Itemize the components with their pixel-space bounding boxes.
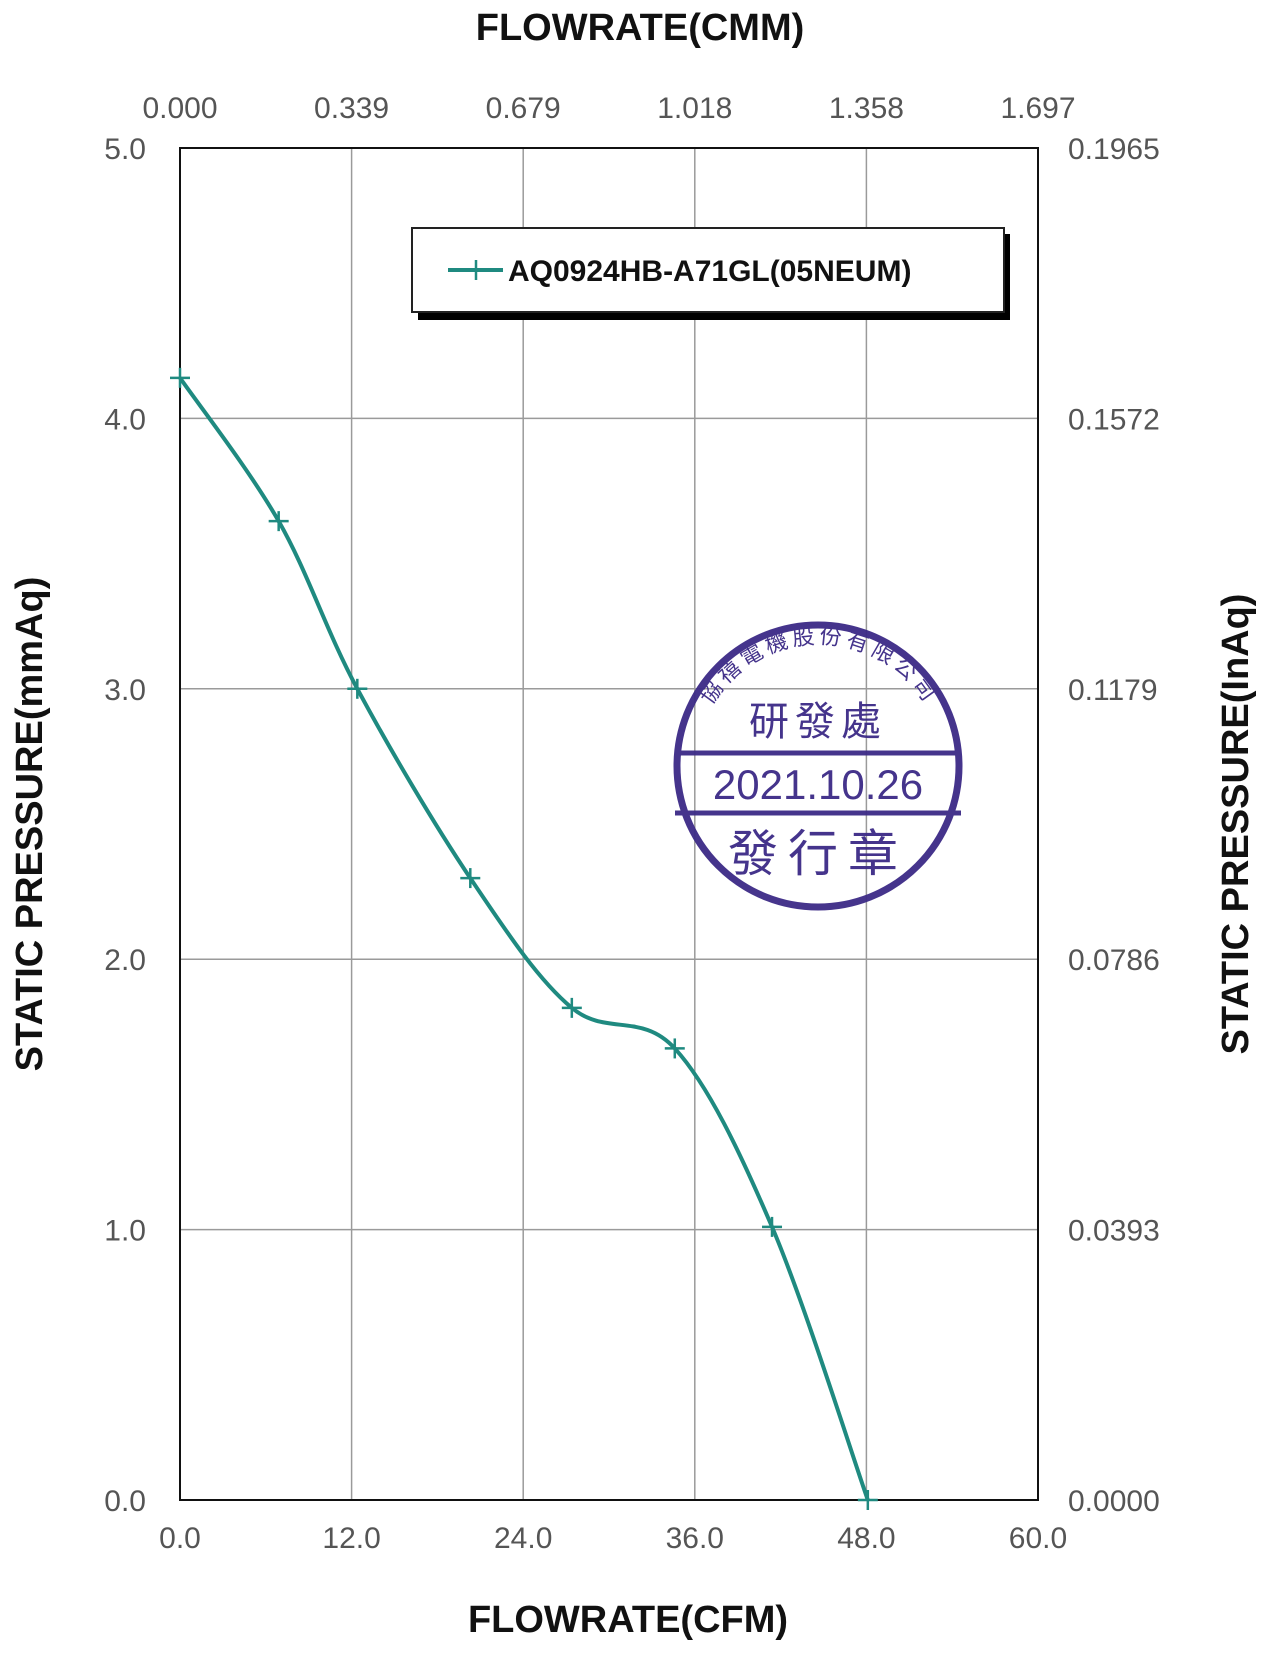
- data-point-marker: [762, 1216, 783, 1237]
- top-tick-label: 0.679: [486, 92, 561, 125]
- left-tick-labels: 0.0 1.0 2.0 3.0 4.0 5.0: [104, 133, 146, 1518]
- bottom-tick-label: 36.0: [666, 1522, 724, 1555]
- right-tick-label: 0.1572: [1068, 403, 1160, 436]
- left-tick-label: 0.0: [104, 1485, 146, 1518]
- series-layer: [170, 367, 878, 1510]
- plot-frame: [179, 147, 1039, 1501]
- legend-label: AQ0924HB-A71GL(05NEUM): [508, 255, 911, 288]
- left-tick-label: 2.0: [104, 944, 146, 977]
- stamp-type: 發行章: [728, 825, 908, 883]
- bottom-tick-label: 48.0: [837, 1522, 895, 1555]
- right-tick-label: 0.0786: [1068, 944, 1160, 977]
- left-tick-label: 4.0: [104, 403, 146, 436]
- top-axis-title: FLOWRATE(CMM): [476, 7, 805, 49]
- stamp-date: 2021.10.26: [713, 761, 923, 808]
- bottom-tick-label: 24.0: [494, 1522, 552, 1555]
- left-axis-title: STATIC PRESSURE(mmAq): [9, 577, 51, 1072]
- left-tick-label: 1.0: [104, 1215, 146, 1248]
- bottom-tick-label: 0.0: [159, 1522, 201, 1555]
- bottom-axis-title: FLOWRATE(CFM): [468, 1599, 788, 1641]
- top-tick-label: 1.018: [657, 92, 732, 125]
- right-tick-label: 0.0000: [1068, 1485, 1160, 1518]
- legend-marker: [466, 260, 486, 280]
- legend: AQ0924HB-A71GL(05NEUM): [411, 227, 1010, 320]
- bottom-tick-label: 60.0: [1009, 1522, 1067, 1555]
- series-markers: [170, 367, 878, 1510]
- top-tick-labels: 0.000 0.339 0.679 1.018 1.358 1.697: [142, 92, 1075, 125]
- data-point-marker: [170, 367, 190, 388]
- stamp-department: 研發處: [749, 699, 887, 745]
- top-tick-label: 0.000: [142, 92, 217, 125]
- legend-box: [411, 227, 1005, 313]
- left-tick-label: 5.0: [104, 133, 146, 166]
- right-tick-labels: 0.0000 0.0393 0.0786 0.1179 0.1572 0.1965: [1068, 133, 1160, 1518]
- left-tick-label: 3.0: [104, 674, 146, 707]
- data-point-marker: [268, 511, 289, 532]
- right-axis-title: STATIC PRESSURE(InAq): [1215, 594, 1257, 1055]
- right-tick-label: 0.0393: [1068, 1215, 1160, 1248]
- stamp-outer-ring: [673, 621, 963, 911]
- bottom-tick-label: 12.0: [322, 1522, 380, 1555]
- right-tick-label: 0.1179: [1068, 674, 1158, 707]
- right-tick-label: 0.1965: [1068, 133, 1160, 166]
- data-point-marker: [857, 1490, 878, 1510]
- grid-lines: [180, 148, 1038, 1500]
- data-point-marker: [664, 1038, 685, 1059]
- data-point-marker: [460, 868, 481, 889]
- bottom-tick-labels: 0.0 12.0 24.0 36.0 48.0 60.0: [159, 1522, 1067, 1555]
- top-tick-label: 0.339: [314, 92, 389, 125]
- approval-stamp: 協禧電機股份有限公司 研發處 2021.10.26 發行章: [673, 621, 963, 911]
- top-tick-label: 1.697: [1000, 92, 1075, 125]
- stamp-company-name: 協禧電機股份有限公司: [695, 624, 942, 709]
- top-tick-label: 1.358: [829, 92, 904, 125]
- data-point-marker: [561, 997, 582, 1018]
- data-point-marker: [347, 678, 368, 699]
